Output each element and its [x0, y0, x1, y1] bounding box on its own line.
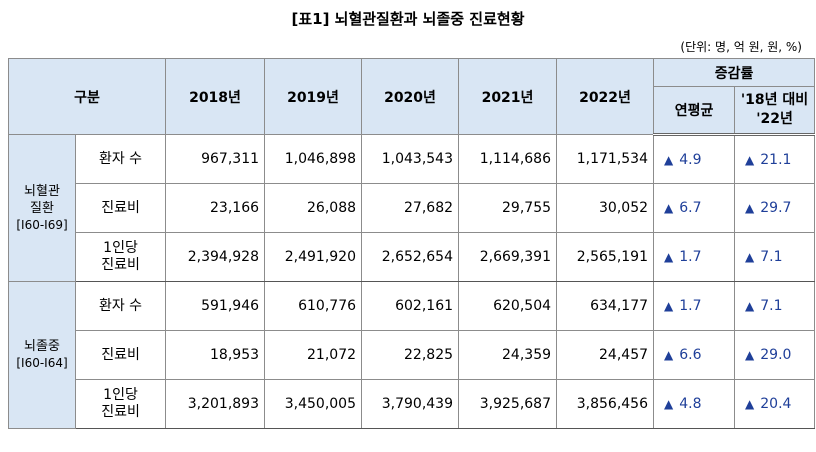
vs18-value: 21.1 — [760, 151, 792, 168]
table-cell: 3,450,005 — [264, 379, 363, 429]
table-cell: 634,177 — [556, 281, 655, 331]
table-cell: 2,565,191 — [556, 232, 655, 282]
group-name: 뇌졸중 — [24, 339, 60, 354]
vs18-cell: ▲ 29.0 — [734, 330, 816, 380]
table-cell: 3,201,893 — [165, 379, 266, 429]
header-year: 2018년 — [165, 58, 266, 135]
vs18-value: 29.7 — [760, 200, 792, 216]
increase-triangle-icon: ▲ — [664, 397, 674, 411]
row-label: 진료비 — [74, 330, 167, 380]
increase-triangle-icon: ▲ — [745, 201, 755, 215]
header-change: 증감률 — [653, 58, 816, 87]
unit-note: (단위: 명, 억 원, 원, %) — [680, 40, 802, 54]
table-cell: 21,072 — [264, 330, 363, 380]
increase-triangle-icon: ▲ — [664, 299, 674, 313]
cagr-cell: ▲ 1.7 — [653, 232, 736, 282]
table-cell: 22,825 — [361, 330, 460, 380]
table-cell: 27,682 — [361, 183, 460, 233]
header-year: 2019년 — [264, 58, 363, 135]
header-vs18-line2: '22년 — [756, 111, 793, 127]
row-label: 진료비 — [74, 183, 167, 233]
row-label-line: 1인당 — [103, 240, 138, 256]
header-category: 구분 — [7, 58, 167, 135]
cagr-cell: ▲ 4.8 — [653, 379, 736, 429]
table-cell: 24,457 — [556, 330, 655, 380]
table-cell: 18,953 — [165, 330, 266, 380]
vs18-cell: ▲ 20.4 — [734, 379, 816, 429]
vs18-cell: ▲ 7.1 — [734, 232, 816, 282]
table-cell: 3,856,456 — [556, 379, 655, 429]
cagr-cell: ▲ 6.6 — [653, 330, 736, 380]
cagr-value: 4.8 — [679, 396, 702, 412]
table-cell: 610,776 — [264, 281, 363, 331]
table-cell: 2,394,928 — [165, 232, 266, 282]
cagr-value: 6.6 — [679, 347, 702, 363]
table-cell: 2,652,654 — [361, 232, 460, 282]
table-cell: 591,946 — [165, 281, 266, 331]
cagr-cell: ▲ 1.7 — [653, 281, 736, 331]
table-cell: 30,052 — [556, 183, 655, 233]
vs18-cell: ▲ 29.7 — [734, 183, 816, 233]
table-cell: 23,166 — [165, 183, 266, 233]
increase-triangle-icon: ▲ — [664, 348, 674, 362]
increase-triangle-icon: ▲ — [664, 201, 674, 215]
table-cell: 2,669,391 — [458, 232, 558, 282]
header-year: 2022년 — [556, 58, 655, 135]
table-cell: 29,755 — [458, 183, 558, 233]
row-label-line: 1인당 — [103, 387, 138, 403]
table-cell: 1,046,898 — [264, 134, 363, 184]
vs18-value: 7.1 — [760, 298, 783, 314]
cagr-value: 1.7 — [679, 249, 702, 265]
table-cell: 967,311 — [165, 134, 266, 184]
vs18-cell: ▲ 7.1 — [734, 281, 816, 331]
table-cell: 1,043,543 — [361, 134, 460, 184]
medical-stats-table: 구분 2018년 2019년 2020년 2021년 2022년 증감률 연평균… — [7, 58, 816, 429]
cagr-value: 4.9 — [679, 151, 702, 168]
row-label: 1인당 진료비 — [74, 232, 167, 282]
header-vs18: '18년 대비 '22년 — [734, 86, 816, 136]
vs18-value: 7.1 — [760, 249, 783, 265]
group-code: [I60-I64] — [16, 356, 68, 370]
increase-triangle-icon: ▲ — [664, 250, 674, 264]
increase-triangle-icon: ▲ — [745, 348, 755, 362]
increase-triangle-icon: ▲ — [745, 397, 755, 411]
header-cagr: 연평균 — [653, 86, 736, 136]
row-label-line: 진료비 — [101, 257, 140, 273]
table-cell: 1,171,534 — [556, 134, 655, 184]
table-cell: 26,088 — [264, 183, 363, 233]
header-year: 2021년 — [458, 58, 558, 135]
increase-triangle-icon: ▲ — [745, 152, 755, 167]
table-cell: 602,161 — [361, 281, 460, 331]
cagr-value: 1.7 — [679, 298, 702, 314]
table-cell: 2,491,920 — [264, 232, 363, 282]
row-label: 1인당 진료비 — [74, 379, 167, 429]
increase-triangle-icon: ▲ — [745, 250, 755, 264]
group-code: [I60-I69] — [16, 217, 68, 232]
table-cell: 620,504 — [458, 281, 558, 331]
table-cell: 3,790,439 — [361, 379, 460, 429]
header-year: 2020년 — [361, 58, 460, 135]
row-label: 환자 수 — [74, 281, 167, 331]
group-name: 뇌혈관 — [24, 183, 60, 199]
vs18-value: 29.0 — [760, 347, 792, 363]
table-cell: 24,359 — [458, 330, 558, 380]
increase-triangle-icon: ▲ — [664, 152, 674, 167]
row-label-line: 진료비 — [101, 404, 140, 420]
vs18-value: 20.4 — [760, 396, 792, 412]
group-name: 질환 — [30, 200, 54, 216]
increase-triangle-icon: ▲ — [745, 299, 755, 313]
table-cell: 1,114,686 — [458, 134, 558, 184]
group-label: 뇌졸중 [I60-I64] — [8, 281, 76, 429]
cagr-cell: ▲ 4.9 — [653, 134, 736, 184]
table-title: [표1] 뇌혈관질환과 뇌졸중 진료현황 — [291, 10, 525, 28]
cagr-cell: ▲ 6.7 — [653, 183, 736, 233]
cagr-value: 6.7 — [679, 200, 702, 216]
header-vs18-line1: '18년 대비 — [740, 92, 809, 108]
group-label: 뇌혈관 질환 [I60-I69] — [8, 134, 76, 282]
row-label: 환자 수 — [74, 134, 167, 184]
table-cell: 3,925,687 — [458, 379, 558, 429]
vs18-cell: ▲ 21.1 — [734, 134, 816, 184]
